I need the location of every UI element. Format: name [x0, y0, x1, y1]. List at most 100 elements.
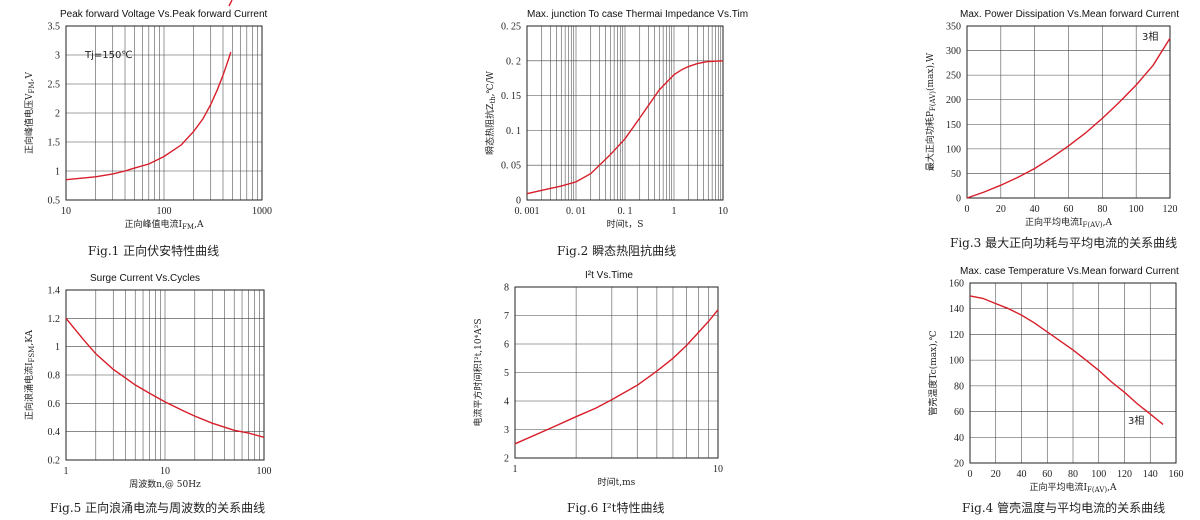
x-axis-label-text: 时间t，S	[607, 218, 644, 230]
plot-frame	[65, 289, 265, 461]
y-axis-label-tail: (max),W	[925, 52, 936, 91]
y-axis-label-tail: ,KA	[25, 329, 35, 345]
y-axis-label-tail: ,℃/W	[486, 70, 496, 96]
y-tick-label: 7	[504, 311, 509, 322]
x-axis-label-text: 正向峰值电流I	[125, 218, 183, 230]
x-axis-label-text: 正向平均电流I	[1025, 216, 1083, 228]
fig6-chart: 1 10 2 3 4 5 6 7 8 I²t Vs.Time 时间t,ms 电流平方时间积I²t,10…	[472, 270, 723, 515]
fig2-chart: 0. 001 0. 01 0. 1 1 10 0 0. 05 0. 1 0. 15 0. 2 0. …	[484, 9, 748, 258]
y-axis-label-subscript: FM	[28, 81, 36, 93]
y-axis-label-text: 瞬态热阻抗Z	[484, 104, 496, 155]
x-axis-label: 时间t，S	[607, 218, 644, 230]
chart-title: Surge Current Vs.Cycles	[90, 273, 200, 284]
series-line	[514, 309, 719, 445]
x-tick-label: 140	[1143, 469, 1158, 480]
x-axis-label-tail: ,A	[194, 220, 204, 230]
x-axis-label-subscript: FM	[182, 223, 194, 231]
y-tick-label: 1.4	[48, 286, 61, 297]
y-tick-label: 300	[946, 46, 961, 57]
y-tick-label: 0	[956, 194, 961, 205]
chart-annotation: 3相	[1128, 414, 1144, 427]
y-tick-label: 2.5	[48, 80, 61, 91]
y-tick-label: 3	[55, 51, 60, 62]
y-tick-label: 0. 1	[506, 126, 521, 137]
x-tick-label: 120	[1163, 204, 1178, 215]
x-tick-label: 10	[61, 206, 71, 217]
x-tick-label: 1000	[252, 206, 272, 217]
y-tick-label: 100	[949, 356, 964, 367]
plot-frame	[966, 25, 1171, 199]
y-tick-label: 0.8	[48, 371, 61, 382]
y-tick-label: 0. 2	[506, 56, 521, 67]
y-tick-label: 60	[954, 407, 964, 418]
x-tick-label: 120	[1117, 469, 1132, 480]
chart-title: Max. case Temperature Vs.Mean forward Cu…	[960, 266, 1179, 277]
x-tick-label: 100	[1129, 204, 1144, 215]
y-tick-label: 2	[504, 454, 509, 465]
fig3-chart: 0 20 40 60 80 100 120 0 50 100 150 200 250 300 350 Max.…	[924, 9, 1179, 250]
y-tick-label: 20	[954, 459, 964, 470]
x-axis-label: 时间t,ms	[598, 476, 636, 488]
y-tick-label: 3	[504, 425, 509, 436]
y-tick-label: 80	[954, 381, 964, 392]
y-tick-label: 200	[946, 95, 961, 106]
x-tick-label: 0	[965, 204, 970, 215]
chart-annotation: 3相	[1142, 30, 1158, 43]
y-tick-label: 2	[55, 109, 60, 120]
x-tick-label: 160	[1169, 469, 1184, 480]
y-tick-label: 3.5	[48, 22, 61, 33]
figure-caption: Fig.6 I²t特性曲线	[567, 500, 664, 515]
plot-frame	[514, 286, 719, 459]
x-tick-label: 100	[157, 206, 172, 217]
x-tick-label: 20	[991, 469, 1001, 480]
x-axis-label-subscript: F(AV)	[1087, 486, 1107, 494]
y-tick-label: 1.2	[48, 314, 61, 325]
y-tick-label: 8	[504, 283, 509, 294]
y-axis-label: 电流平方时间积I²t,10⁴A²S	[472, 319, 484, 427]
y-tick-label: 350	[946, 22, 961, 33]
y-tick-label: 140	[949, 304, 964, 315]
y-axis-label-subscript: F(AV)	[929, 91, 937, 111]
y-axis-label: 正向峰值电压VFM,V	[23, 72, 36, 154]
series-line	[526, 60, 724, 195]
x-tick-label: 60	[1042, 469, 1052, 480]
y-axis-label-subscript: th	[489, 96, 497, 104]
figure-caption: Fig.3 最大正向功耗与平均电流的关系曲线	[950, 235, 1177, 250]
grid	[514, 286, 718, 459]
grid	[969, 282, 1177, 464]
y-axis-label: 管壳温度Tc(max),℃	[927, 330, 939, 415]
x-axis-label: 周波数n,@ 50Hz	[129, 478, 201, 490]
x-tick-label: 0. 1	[618, 206, 633, 217]
chart-annotation: Tj=150℃	[84, 50, 133, 61]
x-tick-label: 1	[64, 466, 69, 477]
x-axis-label: 正向平均电流IF(AV),A	[1025, 216, 1113, 229]
chart-title: I²t Vs.Time	[585, 270, 633, 281]
y-axis-label-text: 电流平方时间积I²t,10⁴A²S	[472, 319, 484, 427]
x-tick-label: 40	[1030, 204, 1040, 215]
x-tick-label: 0. 001	[515, 206, 540, 217]
y-tick-label: 0.2	[48, 456, 61, 467]
y-tick-label: 1	[55, 342, 60, 353]
x-axis-label-tail: ,A	[1107, 483, 1117, 493]
y-tick-label: 0. 05	[501, 161, 521, 172]
x-tick-label: 0. 01	[566, 206, 586, 217]
x-tick-label: 1	[513, 464, 518, 475]
x-axis-label-text: 时间t,ms	[598, 476, 636, 488]
x-axis-label-subscript: F(AV)	[1083, 221, 1103, 229]
series-line	[65, 317, 265, 438]
plot-frame	[65, 25, 263, 201]
x-tick-label: 0	[968, 469, 973, 480]
x-tick-label: 1	[672, 206, 677, 217]
y-tick-label: 40	[954, 433, 964, 444]
y-axis-label-text: 管壳温度Tc(max),℃	[927, 330, 939, 415]
y-tick-label: 4	[504, 397, 509, 408]
grid	[65, 289, 264, 461]
chart-title: Max. Power Dissipation Vs.Mean forward C…	[960, 9, 1179, 20]
y-axis-label-text: 最大正向功耗P	[924, 111, 936, 171]
x-axis-label-text: 正向平均电流I	[1029, 481, 1087, 493]
y-tick-label: 150	[946, 120, 961, 131]
y-axis-label-tail: ,V	[25, 72, 35, 82]
y-tick-label: 5	[504, 368, 509, 379]
fig4-chart: 0 20 40 60 80 100 120 140 160 20 40 60 80 100 120 140 16…	[927, 266, 1184, 515]
